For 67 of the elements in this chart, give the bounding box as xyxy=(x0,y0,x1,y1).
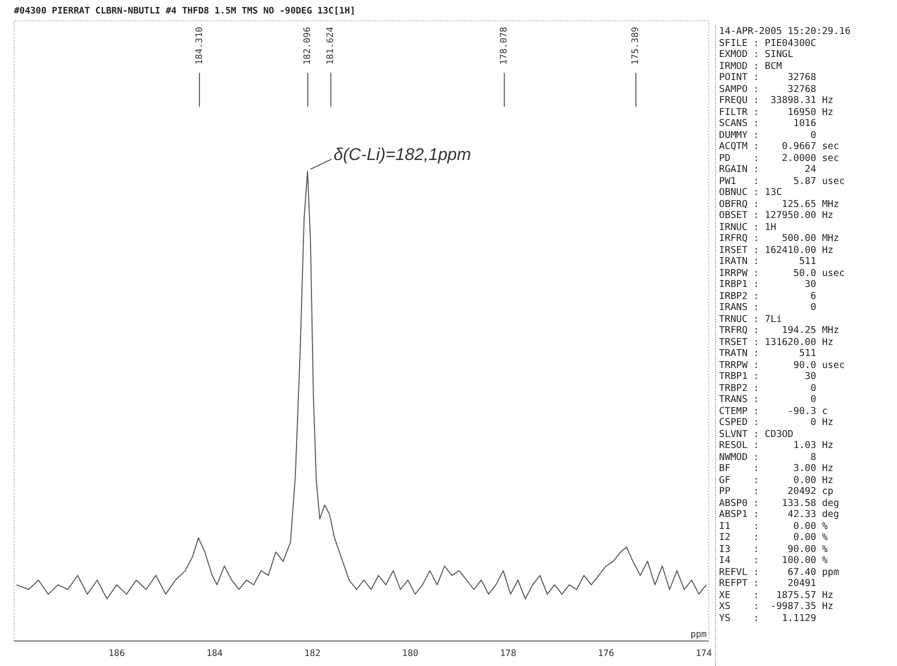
text: ABSP1 : 42.33 deg xyxy=(719,509,840,520)
text: TRNUC : 7Li xyxy=(719,314,783,325)
text: OBFRQ : 125.65 MHz xyxy=(719,198,840,210)
annotation: 182.096 xyxy=(303,26,314,65)
chart-title: #04300 PIERRAT CLBRN-NBUTLI #4 THFD8 1.5M TMS NO -90DEG 13C[1H] xyxy=(14,6,356,17)
annotation: 175.389 xyxy=(631,26,642,65)
text: RESOL : 1.03 Hz xyxy=(719,440,834,452)
text: I2 : 0.00 % xyxy=(719,532,829,544)
text: REFVL : 67.40 ppm xyxy=(719,566,840,578)
text: DUMMY : 0 xyxy=(719,130,818,141)
text: SCANS : 1016 xyxy=(719,118,818,130)
text: ABSP0 : 133.58 deg xyxy=(719,498,840,509)
x-axis-title: ppm xyxy=(690,630,707,640)
text: PW1 : 5.87 usec xyxy=(719,176,846,187)
text: XE : 1875.57 Hz xyxy=(719,590,834,601)
text: IRFRQ : 500.00 MHz xyxy=(719,233,840,244)
text: TRFRQ : 194.25 MHz xyxy=(719,325,840,336)
annotation: 178.078 xyxy=(500,26,510,65)
text: I4 : 100.00 % xyxy=(719,555,829,566)
text: OBSET : 127950.00 Hz xyxy=(719,210,834,222)
text: IRATN : 511 xyxy=(719,256,818,268)
x-tick-label: 176 xyxy=(598,648,614,659)
text: BF : 3.00 Hz xyxy=(719,463,834,474)
text: PD : 2.0000 sec xyxy=(719,152,840,164)
text: TRRPW : 90.0 usec xyxy=(719,360,846,371)
text: IRMOD : BCM xyxy=(719,60,783,72)
text: IRRPW : 50.0 usec xyxy=(719,268,846,279)
x-tick-label: 174 xyxy=(696,648,712,659)
x-tick-label: 180 xyxy=(402,648,418,659)
text: PP : 20492 cp xyxy=(719,486,834,498)
text: FILTR : 16950 Hz xyxy=(719,106,834,118)
text: TRSET : 131620.00 Hz xyxy=(719,336,834,348)
text: IRSET : 162410.00 Hz xyxy=(719,244,834,256)
text: ACQTM : 0.9667 sec xyxy=(719,141,840,152)
text: RGAIN : 24 xyxy=(719,164,818,176)
text: XS : -9987.35 Hz xyxy=(719,601,834,612)
text: SLVNT : CD3OD xyxy=(719,428,794,440)
annotation: 181.624 xyxy=(326,26,336,65)
x-tick-label: 186 xyxy=(108,648,125,659)
text: TRBP2 : 0 xyxy=(719,382,818,394)
text: TRBP1 : 30 xyxy=(719,371,818,382)
text: TRATN : 511 xyxy=(719,348,818,360)
text: TRANS : 0 xyxy=(719,394,818,406)
text: REFPT : 20491 xyxy=(719,578,818,590)
text: 14-APR-2005 15:20:29.16 xyxy=(719,26,852,38)
text: SFILE : PIE04300C xyxy=(719,38,818,49)
x-tick-label: 184 xyxy=(206,648,223,659)
text: IRANS : 0 xyxy=(719,302,818,314)
text: SAMPO : 32768 xyxy=(719,84,818,95)
text: CTEMP : -90.3 c xyxy=(719,406,829,417)
text: CSPED : 0 Hz xyxy=(719,417,834,428)
text: IRNUC : 1H xyxy=(719,222,778,233)
x-tick-label: 182 xyxy=(304,648,321,659)
annotation: δ(C-Li)=182,1ppm xyxy=(334,144,472,164)
text: POINT : 32768 xyxy=(719,72,818,84)
text: I1 : 0.00 % xyxy=(719,520,829,532)
text: OBNUC : 13C xyxy=(719,187,783,198)
text: YS : 1.1129 xyxy=(719,612,818,624)
annotation: 184.310 xyxy=(194,26,205,65)
text: GF : 0.00 Hz xyxy=(719,474,834,486)
x-tick-label: 178 xyxy=(500,648,516,659)
text: I3 : 90.00 % xyxy=(719,544,829,555)
text: NWMOD : 8 xyxy=(719,452,818,463)
text: EXMOD : SINGL xyxy=(719,49,794,60)
text: IRBP2 : 6 xyxy=(719,290,818,302)
text: IRBP1 : 30 xyxy=(719,279,818,290)
text: FREQU : 33898.31 Hz xyxy=(719,95,834,106)
